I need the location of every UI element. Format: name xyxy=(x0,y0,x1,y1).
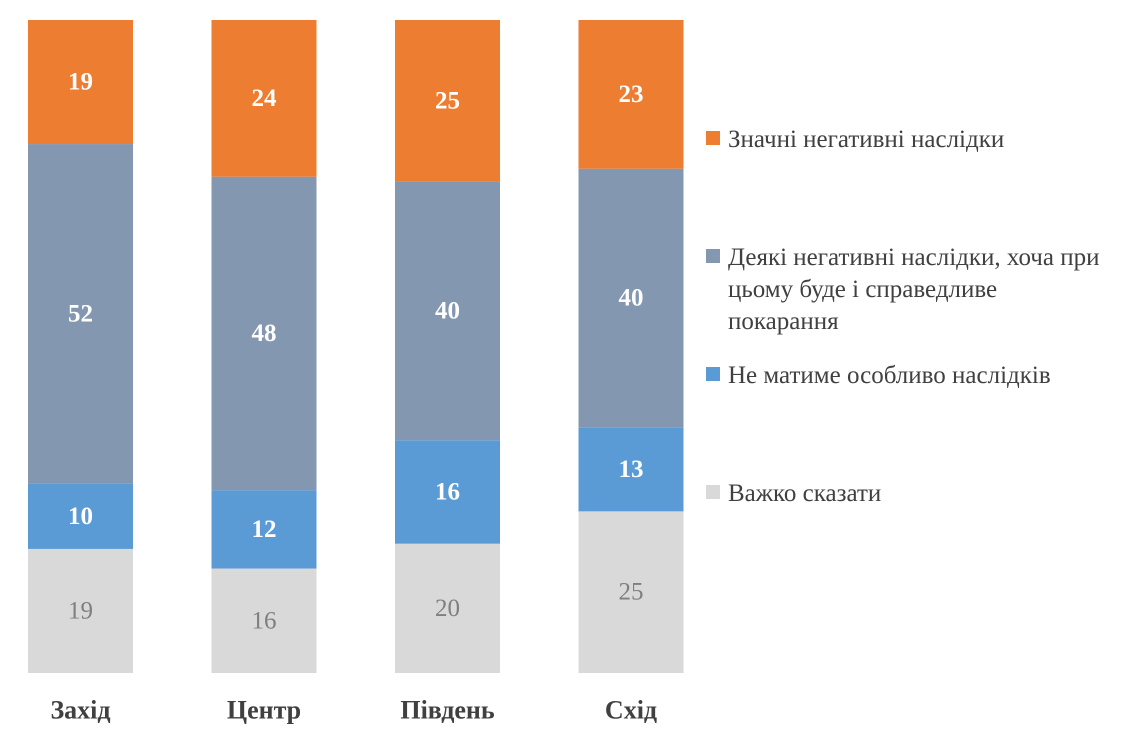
data-label: 23 xyxy=(619,81,644,108)
data-label: 40 xyxy=(619,285,644,312)
chart-legend: Значні негативні наслідки Деякі негативн… xyxy=(706,0,1136,740)
legend-swatch-gray-blue xyxy=(706,249,720,263)
category-label: Південь xyxy=(400,696,495,725)
data-label: 16 xyxy=(435,478,460,505)
bar-segment xyxy=(395,440,500,544)
legend-item-none: Не матиме особливо наслідків xyxy=(706,360,1126,392)
legend-swatch-light-gray xyxy=(706,485,720,499)
legend-swatch-orange xyxy=(706,131,720,145)
data-label: 52 xyxy=(68,300,93,327)
legend-item-some: Деякі негативні наслідки, хоча при цьому… xyxy=(706,242,1101,338)
stacked-bar-chart: 19 10 52 19 Захід 16 12 48 24 Центр 20 16 40 25 Півден… xyxy=(28,20,684,725)
bar-segment xyxy=(578,20,684,169)
data-label: 13 xyxy=(619,456,644,483)
data-label: 25 xyxy=(435,87,460,114)
category-label: Захід xyxy=(50,696,110,725)
bar-segment xyxy=(578,511,684,673)
legend-item-significant: Значні негативні наслідки xyxy=(706,124,1086,156)
bar-segment xyxy=(395,20,500,182)
data-label: 25 xyxy=(619,579,644,606)
legend-label: Не матиме особливо наслідків xyxy=(728,362,1051,389)
bar-segment xyxy=(395,181,500,441)
bar-segment xyxy=(211,176,317,491)
bar-segment xyxy=(28,483,133,549)
legend-label: Деякі негативні наслідки, хоча при цьому… xyxy=(728,244,1100,335)
data-label: 48 xyxy=(252,320,277,347)
data-label: 16 xyxy=(252,607,277,634)
bar-segment xyxy=(211,568,317,673)
bar-segment xyxy=(211,490,317,569)
data-label: 19 xyxy=(68,597,93,624)
bar-segment xyxy=(211,20,317,177)
legend-label: Значні негативні наслідки xyxy=(728,126,1005,153)
bar-segment xyxy=(28,548,133,673)
bar-segment xyxy=(578,168,684,428)
legend-swatch-blue xyxy=(706,367,720,381)
data-label: 40 xyxy=(435,297,460,324)
bar-segment xyxy=(28,144,133,484)
legend-label: Важко сказати xyxy=(728,480,882,507)
data-label: 24 xyxy=(252,85,278,112)
legend-item-hard-to-say: Важко сказати xyxy=(706,478,1086,510)
data-label: 20 xyxy=(435,595,460,622)
data-label: 19 xyxy=(68,69,93,96)
bar-segment xyxy=(578,427,684,512)
data-label: 10 xyxy=(68,503,93,530)
data-label: 12 xyxy=(252,516,277,543)
bar-segment xyxy=(28,20,133,145)
category-label: Схід xyxy=(605,696,657,725)
category-label: Центр xyxy=(227,696,301,725)
bar-segment xyxy=(395,543,500,673)
